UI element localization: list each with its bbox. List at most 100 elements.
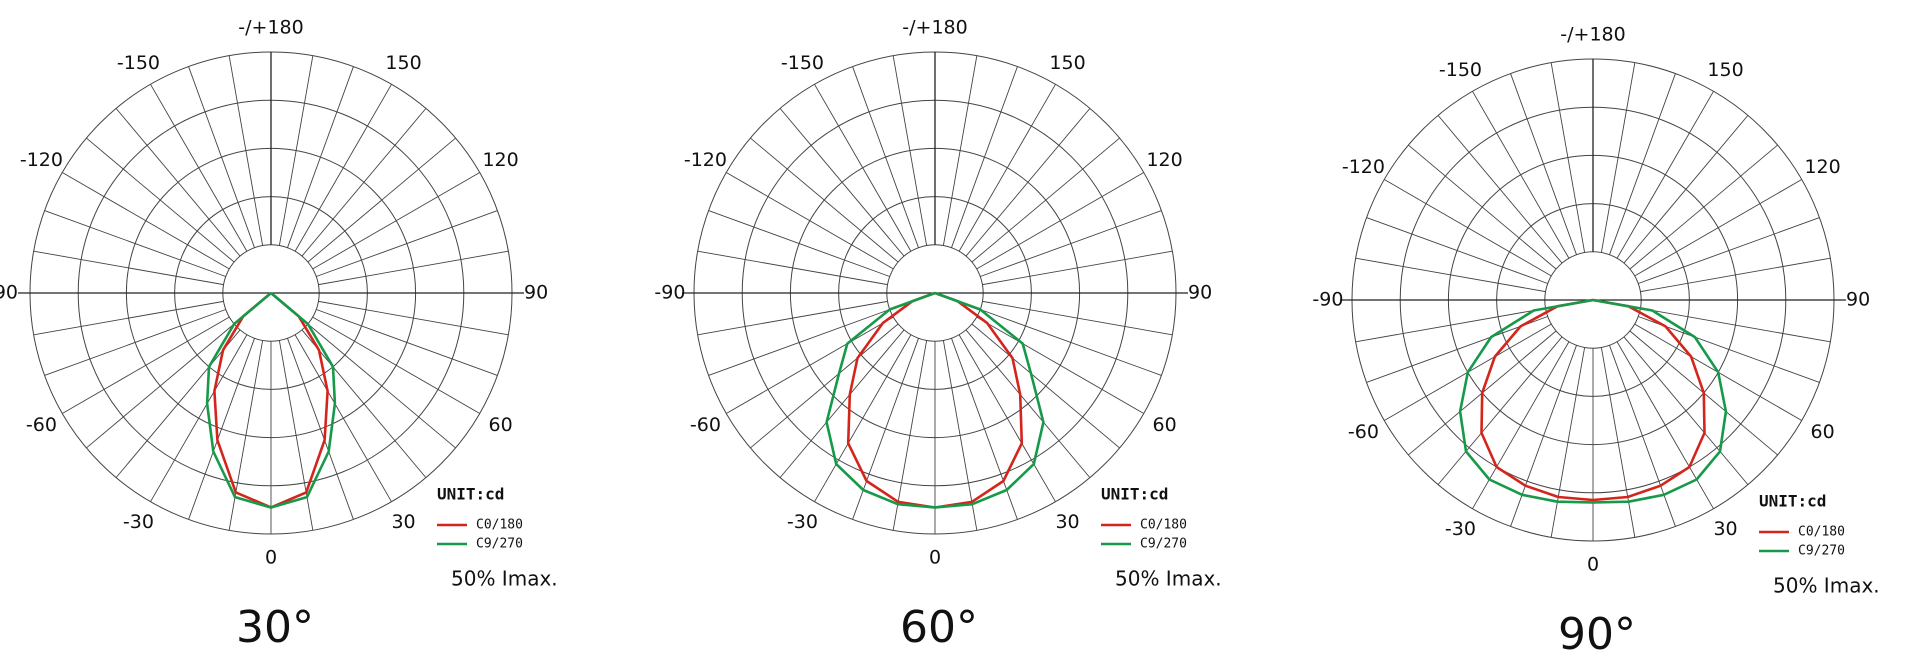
grid-spoke [33, 250, 224, 286]
angle-tick-label: 30 [1055, 511, 1079, 533]
grid-spoke [1616, 341, 1714, 509]
note: 50% Imax. [1773, 574, 1880, 598]
grid-spoke [188, 338, 255, 520]
grid-spoke [316, 309, 498, 376]
grid-spoke [301, 329, 427, 478]
grid-spoke [942, 55, 978, 246]
grid-spoke [1355, 307, 1546, 343]
angle-tick-label: 120 [1146, 149, 1182, 171]
grid-spoke [1623, 115, 1749, 264]
grid-spoke [307, 137, 456, 263]
grid-spoke [1384, 179, 1552, 277]
grid-spoke [1640, 307, 1831, 343]
grid-spoke [86, 323, 235, 449]
legend-label: C9/270 [1140, 537, 1187, 552]
angle-tick-label: -30 [787, 511, 818, 533]
grid-spoke [294, 84, 392, 252]
grid-spoke [312, 316, 480, 414]
note: 50% Imax. [1115, 567, 1222, 591]
grid-spoke [1638, 316, 1820, 383]
angle-tick-label: -/+180 [902, 16, 967, 38]
grid-spoke [750, 323, 899, 449]
grid-spoke [301, 108, 427, 257]
unit-label: UNIT:cd [437, 485, 504, 504]
angle-tick-label: 30 [391, 511, 415, 533]
angle-tick-label: 90 [1188, 282, 1212, 304]
grid-spoke [1437, 115, 1563, 264]
angle-tick-label: 90 [524, 282, 548, 304]
grid-spoke [33, 300, 224, 336]
grid-spoke [1623, 336, 1749, 485]
angle-tick-label: -30 [123, 511, 154, 533]
grid-spoke [150, 84, 248, 252]
grid-spoke [1600, 62, 1636, 253]
angle-tick-label: -150 [781, 52, 824, 74]
grid-spoke [1550, 62, 1586, 253]
grid-spoke [188, 66, 255, 248]
angle-tick-label: -60 [1348, 421, 1379, 443]
grid-spoke [892, 340, 928, 531]
angle-tick-label: -/+180 [238, 16, 303, 38]
grid-spoke [228, 55, 264, 246]
angle-tick-label: 150 [1707, 59, 1743, 81]
angle-tick-label: 90 [1846, 289, 1870, 311]
grid-spoke [1472, 341, 1570, 509]
angle-tick-label: 0 [1587, 554, 1599, 576]
grid-spoke [316, 210, 498, 277]
angle-tick-label: 0 [265, 547, 277, 569]
grid-spoke [1472, 91, 1570, 259]
legend-label: C0/180 [1140, 518, 1187, 533]
grid-spoke [62, 172, 230, 270]
angle-tick-label: 120 [482, 149, 518, 171]
legend-label: C9/270 [1798, 544, 1845, 559]
grid-spoke [1355, 257, 1546, 293]
angle-tick-label: -120 [684, 149, 727, 171]
grid-spoke [1609, 73, 1676, 255]
grid-spoke [1629, 144, 1778, 270]
unit-label: UNIT:cd [1759, 492, 1826, 511]
grid-spoke [318, 300, 509, 336]
angle-tick-label: 60 [488, 414, 512, 436]
grid-spoke [965, 329, 1091, 478]
grid-spoke [971, 137, 1120, 263]
intensity-curve [1458, 298, 1728, 504]
angle-tick-label: 120 [1804, 156, 1840, 178]
grid-spoke [278, 340, 314, 531]
grid-spoke [697, 250, 888, 286]
note: 50% Imax. [451, 567, 558, 591]
angle-tick-label: -/+180 [1560, 23, 1625, 45]
grid-spoke [1638, 217, 1820, 284]
angle-tick-label: -150 [1439, 59, 1482, 81]
grid-spoke [115, 108, 241, 257]
angle-tick-label: 150 [1049, 52, 1085, 74]
grid-spoke [44, 210, 226, 277]
grid-spoke [150, 334, 248, 502]
grid-spoke [1550, 347, 1586, 538]
grid-spoke [1366, 217, 1548, 284]
grid-spoke [1640, 257, 1831, 293]
grid-spoke [1616, 91, 1714, 259]
intensity-curve [1480, 298, 1706, 502]
grid-spoke [278, 55, 314, 246]
angle-tick-label: 60 [1152, 414, 1176, 436]
grid-spoke [287, 66, 354, 248]
grid-spoke [958, 84, 1056, 252]
angle-tick-label: -150 [117, 52, 160, 74]
grid-spoke [942, 340, 978, 531]
grid-spoke [307, 323, 456, 449]
angle-tick-label: 0 [929, 547, 941, 569]
legend-label: C0/180 [1798, 525, 1845, 540]
caption: 30° [236, 602, 314, 653]
grid-spoke [980, 210, 1162, 277]
grid-spoke [1366, 316, 1548, 383]
caption: 60° [900, 602, 978, 653]
grid-spoke [1408, 144, 1557, 270]
grid-spoke [294, 334, 392, 502]
grid-spoke [1437, 336, 1563, 485]
grid-spoke [1600, 347, 1636, 538]
grid-spoke [814, 84, 912, 252]
grid-spoke [1510, 73, 1577, 255]
grid-spoke [312, 172, 480, 270]
grid-spoke [980, 309, 1162, 376]
angle-tick-label: 90 [0, 282, 18, 304]
